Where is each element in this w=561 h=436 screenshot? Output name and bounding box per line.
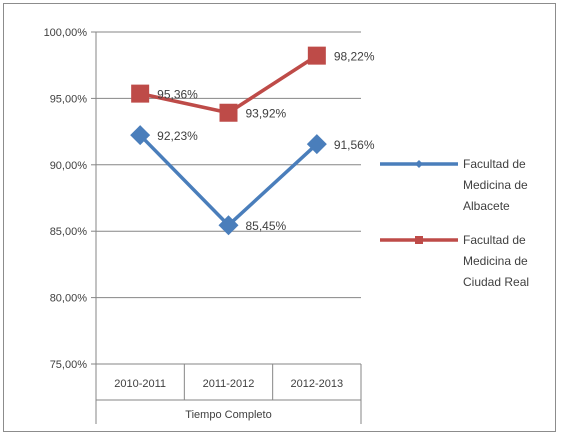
series-line-1 [138, 133, 319, 227]
legend-label: Medicina de [463, 254, 528, 268]
y-tick-label: 75,00% [50, 359, 88, 371]
x-tick-label: 2012-2013 [291, 378, 344, 390]
legend-marker [415, 236, 423, 244]
y-tick-label: 95,00% [50, 93, 88, 105]
y-axis: 75,00% 80,00% 85,00% 90,00% 95,00% 100,00% [44, 27, 97, 424]
legend: Facultad de Medicina de Albacete Facultad d… [380, 157, 529, 289]
y-tick-label: 80,00% [50, 293, 88, 305]
series-layer: 92,23% 85,45% 91,56% 95,36% 93,92% 98,22% [130, 46, 375, 236]
data-point [307, 46, 326, 65]
gridlines [96, 31, 361, 365]
data-label: 98,22% [334, 50, 375, 64]
data-label: 95,36% [157, 88, 198, 102]
x-tick-label: 2011-2012 [203, 378, 255, 390]
data-point [218, 215, 239, 236]
x-axis-title: Tiempo Completo [185, 409, 271, 421]
y-tick-label: 100,00% [44, 27, 88, 39]
data-label: 85,45% [246, 219, 287, 233]
data-point [131, 84, 150, 103]
data-point [130, 125, 151, 146]
data-label: 91,56% [334, 138, 375, 152]
y-tick-label: 90,00% [50, 160, 88, 172]
legend-label: Medicina de [463, 178, 528, 192]
legend-label: Facultad de [463, 157, 526, 171]
data-label: 93,92% [246, 107, 287, 121]
legend-label: Albacete [463, 199, 510, 213]
data-label: 92,23% [157, 129, 198, 143]
legend-label: Facultad de [463, 233, 526, 247]
legend-label: Ciudad Real [463, 275, 529, 289]
chart-frame [3, 3, 556, 432]
data-point [219, 103, 238, 122]
x-tick-label: 2010-2011 [114, 378, 166, 390]
legend-marker [415, 160, 423, 168]
data-point [306, 134, 327, 155]
x-axis: 2010-2011 2011-2012 2012-2013 Tiempo Comple… [96, 364, 362, 424]
y-tick-label: 85,00% [50, 226, 88, 238]
